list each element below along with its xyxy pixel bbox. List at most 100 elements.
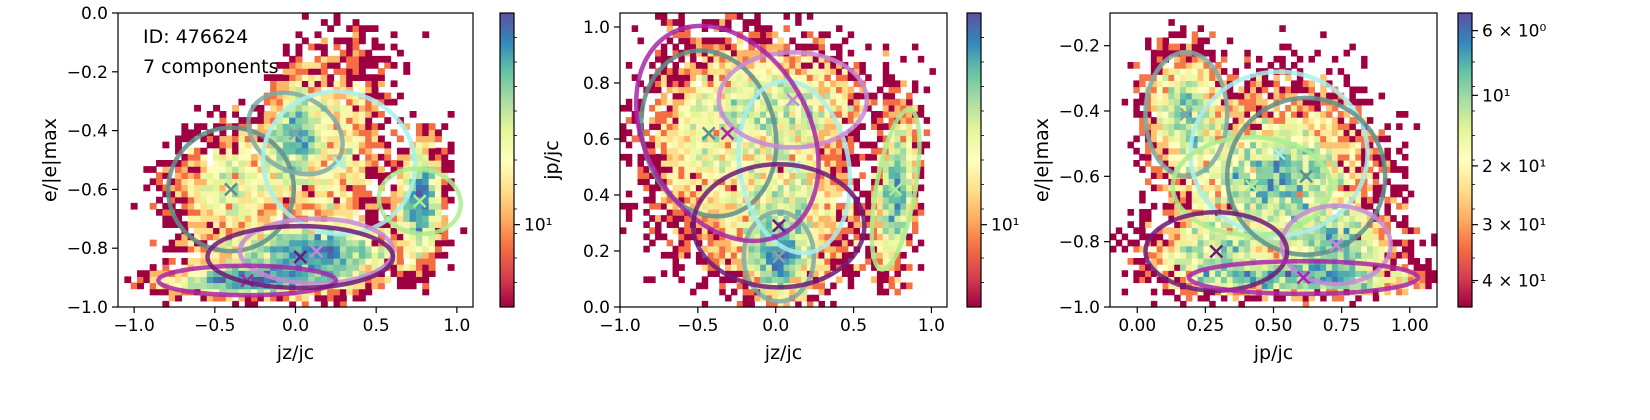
heatmap-cell bbox=[295, 111, 303, 118]
heatmap-cell bbox=[1372, 221, 1380, 228]
heatmap-cell bbox=[1308, 294, 1315, 302]
heatmap-cell bbox=[1226, 178, 1234, 186]
heatmap-cell bbox=[1372, 294, 1380, 302]
heatmap-cell bbox=[422, 129, 430, 137]
heatmap-cell bbox=[358, 49, 366, 57]
heatmap-cell bbox=[149, 264, 157, 271]
heatmap-cell bbox=[684, 98, 691, 106]
heatmap-cell bbox=[415, 233, 423, 241]
heatmap-cell bbox=[678, 215, 685, 222]
heatmap-cell bbox=[736, 49, 744, 57]
heatmap-cell bbox=[806, 104, 814, 112]
heatmap-cell bbox=[1180, 111, 1187, 118]
heatmap-cell bbox=[1220, 245, 1228, 253]
heatmap-cell bbox=[428, 178, 436, 186]
heatmap-cell bbox=[1396, 111, 1403, 118]
heatmap-cell bbox=[1314, 98, 1321, 106]
heatmap-cell bbox=[1244, 202, 1251, 210]
heatmap-cell bbox=[707, 135, 715, 143]
heatmap-cell bbox=[1203, 49, 1210, 57]
heatmap-cell bbox=[847, 282, 855, 290]
heatmap-cell bbox=[1191, 98, 1199, 106]
heatmap-cell bbox=[1244, 111, 1251, 118]
heatmap-cell bbox=[276, 196, 284, 204]
heatmap-cell bbox=[327, 123, 335, 130]
heatmap-cell bbox=[149, 166, 157, 173]
heatmap-cell bbox=[1378, 245, 1386, 253]
heatmap-cell bbox=[308, 276, 316, 284]
heatmap-cell bbox=[1250, 209, 1257, 216]
heatmap-cell bbox=[707, 43, 715, 51]
heatmap-cell bbox=[801, 227, 808, 235]
heatmap-cell bbox=[320, 117, 328, 124]
heatmap-cell bbox=[1296, 129, 1304, 137]
heatmap-cell bbox=[206, 111, 214, 118]
heatmap-cell bbox=[1162, 245, 1169, 253]
heatmap-cell bbox=[1267, 282, 1275, 290]
heatmap-cell bbox=[917, 264, 925, 271]
heatmap-cell bbox=[666, 86, 674, 94]
heatmap-cell bbox=[620, 202, 627, 210]
heatmap-cell bbox=[175, 141, 182, 149]
heatmap-cell bbox=[911, 227, 919, 235]
heatmap-cell bbox=[725, 19, 732, 26]
heatmap-cell bbox=[257, 202, 265, 210]
heatmap-cell bbox=[1250, 221, 1257, 228]
heatmap-cell bbox=[754, 98, 761, 106]
heatmap-cell bbox=[876, 276, 884, 284]
heatmap-cell bbox=[1191, 233, 1199, 241]
heatmap-cell bbox=[1314, 49, 1321, 57]
heatmap-cell bbox=[1185, 98, 1193, 106]
heatmap-cell bbox=[1366, 202, 1374, 210]
heatmap-cell bbox=[314, 184, 322, 192]
heatmap-cell bbox=[1384, 178, 1391, 186]
heatmap-cell bbox=[1174, 276, 1181, 284]
heatmap-cell bbox=[713, 245, 720, 253]
heatmap-cell bbox=[929, 68, 936, 75]
heatmap-cell bbox=[1238, 160, 1245, 167]
heatmap-cell bbox=[244, 282, 252, 290]
heatmap-cell bbox=[1320, 190, 1327, 198]
heatmap-cell bbox=[403, 264, 411, 271]
heatmap-cell bbox=[181, 184, 189, 192]
heatmap-cell bbox=[1197, 43, 1205, 51]
heatmap-cell bbox=[695, 104, 703, 112]
heatmap-cell bbox=[1209, 111, 1216, 118]
heatmap-cell bbox=[777, 245, 785, 253]
heatmap-cell bbox=[1331, 233, 1339, 241]
heatmap-cell bbox=[352, 31, 360, 39]
heatmap-cell bbox=[1168, 239, 1175, 247]
heatmap-cell bbox=[358, 288, 366, 296]
heatmap-cell bbox=[760, 153, 767, 161]
heatmap-cell bbox=[678, 111, 685, 118]
heatmap-cell bbox=[678, 196, 685, 204]
heatmap-cell bbox=[1337, 215, 1345, 222]
heatmap-cell bbox=[428, 190, 436, 198]
heatmap-cell bbox=[1261, 166, 1269, 173]
heatmap-cell bbox=[289, 141, 297, 149]
heatmap-cell bbox=[894, 202, 901, 210]
heatmap-cell bbox=[695, 215, 703, 222]
heatmap-cell bbox=[684, 245, 691, 253]
heatmap-cell bbox=[1197, 276, 1205, 284]
heatmap-cell bbox=[371, 80, 379, 88]
y-tick-label: 0.0 bbox=[583, 298, 610, 318]
heatmap-cell bbox=[206, 135, 214, 143]
heatmap-cell bbox=[206, 172, 214, 179]
heatmap-cell bbox=[666, 111, 674, 118]
heatmap-cell bbox=[156, 172, 163, 179]
heatmap-cell bbox=[1209, 117, 1216, 124]
heatmap-cell bbox=[707, 160, 715, 167]
heatmap-cell bbox=[754, 141, 761, 149]
heatmap-cell bbox=[1296, 239, 1304, 247]
heatmap-cell bbox=[1378, 166, 1386, 173]
heatmap-cell bbox=[713, 135, 720, 143]
heatmap-cell bbox=[219, 135, 227, 143]
heatmap-cell bbox=[441, 190, 449, 198]
heatmap-cell bbox=[1180, 141, 1187, 149]
heatmap-cell bbox=[690, 160, 697, 167]
heatmap-cell bbox=[403, 282, 411, 290]
heatmap-cell bbox=[818, 80, 825, 88]
heatmap-cell bbox=[1384, 160, 1391, 167]
heatmap-cell bbox=[730, 129, 738, 137]
